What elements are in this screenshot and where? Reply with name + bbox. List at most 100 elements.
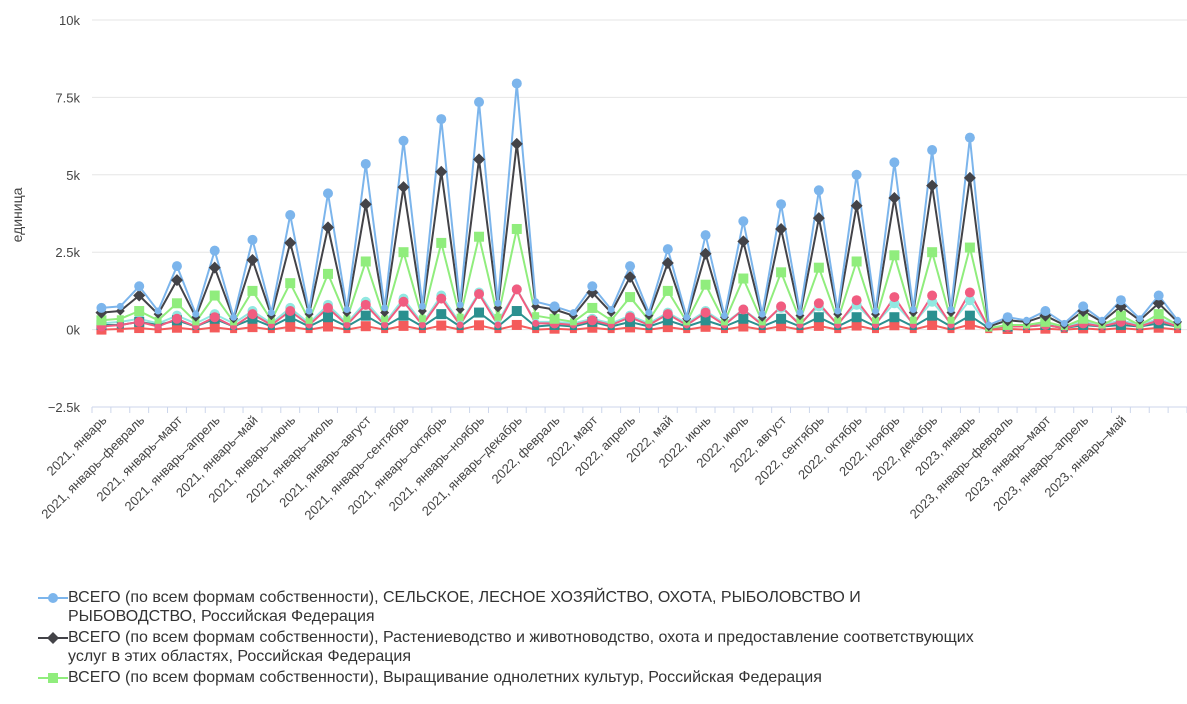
series-0-point[interactable] (134, 281, 145, 292)
series-4-point[interactable] (322, 312, 333, 323)
series-1-point[interactable] (170, 274, 183, 287)
series-2-point[interactable] (587, 302, 598, 313)
series-0-point[interactable] (738, 216, 749, 227)
series-3-point[interactable] (511, 284, 522, 295)
series-5-point[interactable] (851, 320, 862, 331)
series-1-point[interactable] (284, 236, 297, 249)
series-3-point[interactable] (436, 293, 447, 304)
series-0-point[interactable] (871, 307, 879, 315)
series-3-point[interactable] (700, 307, 711, 318)
series-1-point[interactable] (321, 221, 334, 234)
series-2-point[interactable] (1153, 309, 1164, 320)
series-1-point[interactable] (510, 137, 523, 150)
series-0-point[interactable] (343, 305, 351, 313)
series-1-point[interactable] (775, 222, 788, 235)
series-4-point[interactable] (851, 312, 862, 323)
series-2-point[interactable] (1115, 310, 1126, 321)
series-0-point[interactable] (1174, 316, 1182, 324)
series-0-point[interactable] (909, 305, 917, 313)
series-3-point[interactable] (322, 302, 333, 313)
series-5-point[interactable] (587, 322, 598, 333)
series-1-point[interactable] (699, 247, 712, 260)
series-0-point[interactable] (645, 309, 653, 317)
series-0-point[interactable] (230, 313, 238, 321)
series-0-point[interactable] (1098, 316, 1106, 324)
series-3-point[interactable] (964, 287, 975, 298)
series-1-point[interactable] (435, 165, 448, 178)
series-2-point[interactable] (813, 262, 824, 273)
series-3-point[interactable] (247, 309, 258, 320)
series-0-point[interactable] (569, 309, 577, 317)
series-2-point[interactable] (662, 285, 673, 296)
series-5-point[interactable] (398, 320, 409, 331)
series-1-point[interactable] (624, 270, 637, 283)
series-0-point[interactable] (418, 302, 426, 310)
series-5-point[interactable] (625, 322, 636, 333)
series-1-point[interactable] (246, 253, 259, 266)
series-2-point[interactable] (322, 268, 333, 279)
series-4-point[interactable] (285, 312, 296, 323)
series-4-point[interactable] (738, 313, 749, 324)
series-2-point[interactable] (625, 292, 636, 303)
series-5-point[interactable] (209, 322, 220, 333)
series-0-point[interactable] (171, 261, 182, 272)
series-1-point[interactable] (926, 179, 939, 192)
series-2-point[interactable] (511, 223, 522, 234)
series-2-point[interactable] (398, 247, 409, 258)
series-2-point[interactable] (436, 237, 447, 248)
series-4-point[interactable] (662, 315, 673, 326)
series-2-point[interactable] (209, 290, 220, 301)
series-0-point[interactable] (549, 301, 560, 312)
series-3-point[interactable] (776, 301, 787, 312)
series-3-point[interactable] (662, 309, 673, 320)
series-1-point[interactable] (359, 198, 372, 211)
series-5-point[interactable] (360, 321, 371, 332)
series-2-point[interactable] (116, 315, 124, 323)
series-2-point[interactable] (758, 318, 766, 326)
series-1-point[interactable] (473, 153, 486, 166)
series-0-point[interactable] (456, 301, 464, 309)
series-0-point[interactable] (851, 169, 862, 180)
series-5-point[interactable] (511, 319, 522, 330)
series-0-point[interactable] (1078, 301, 1089, 312)
series-4-point[interactable] (398, 310, 409, 321)
series-1-point[interactable] (963, 171, 976, 184)
series-2-point[interactable] (418, 315, 426, 323)
series-2-point[interactable] (1136, 321, 1144, 329)
series-3-point[interactable] (532, 319, 540, 327)
series-3-point[interactable] (738, 304, 749, 315)
series-1-point[interactable] (208, 261, 221, 274)
legend-item-crop-livestock[interactable]: ВСЕГО (по всем формам собственности), Ра… (38, 628, 1158, 666)
series-0-point[interactable] (758, 310, 766, 318)
series-0-point[interactable] (889, 157, 900, 168)
series-5-point[interactable] (247, 322, 258, 333)
series-2-point[interactable] (720, 318, 728, 326)
series-2-point[interactable] (305, 316, 313, 324)
series-3-point[interactable] (116, 321, 124, 329)
series-0-point[interactable] (776, 199, 787, 210)
series-3-point[interactable] (494, 321, 502, 329)
series-5-point[interactable] (171, 322, 182, 333)
series-2-point[interactable] (700, 279, 711, 290)
series-2-point[interactable] (192, 318, 200, 326)
series-0-point[interactable] (511, 78, 522, 89)
series-2-point[interactable] (494, 313, 502, 321)
series-2-point[interactable] (927, 247, 938, 258)
series-1-point[interactable] (661, 257, 674, 270)
series-2-point[interactable] (456, 313, 464, 321)
series-2-point[interactable] (381, 315, 389, 323)
series-4-point[interactable] (889, 312, 900, 323)
series-0-point[interactable] (927, 145, 938, 156)
series-6-point[interactable] (964, 295, 975, 306)
series-4-point[interactable] (511, 306, 522, 317)
series-4-point[interactable] (813, 312, 824, 323)
series-3-point[interactable] (381, 321, 389, 329)
series-2-point[interactable] (738, 273, 749, 284)
series-4-point[interactable] (927, 310, 938, 321)
series-3-point[interactable] (587, 315, 598, 326)
series-2-point[interactable] (154, 316, 162, 324)
series-5-point[interactable] (700, 321, 711, 332)
series-3-point[interactable] (171, 313, 182, 324)
series-0-point[interactable] (322, 188, 333, 199)
series-2-point[interactable] (947, 316, 955, 324)
